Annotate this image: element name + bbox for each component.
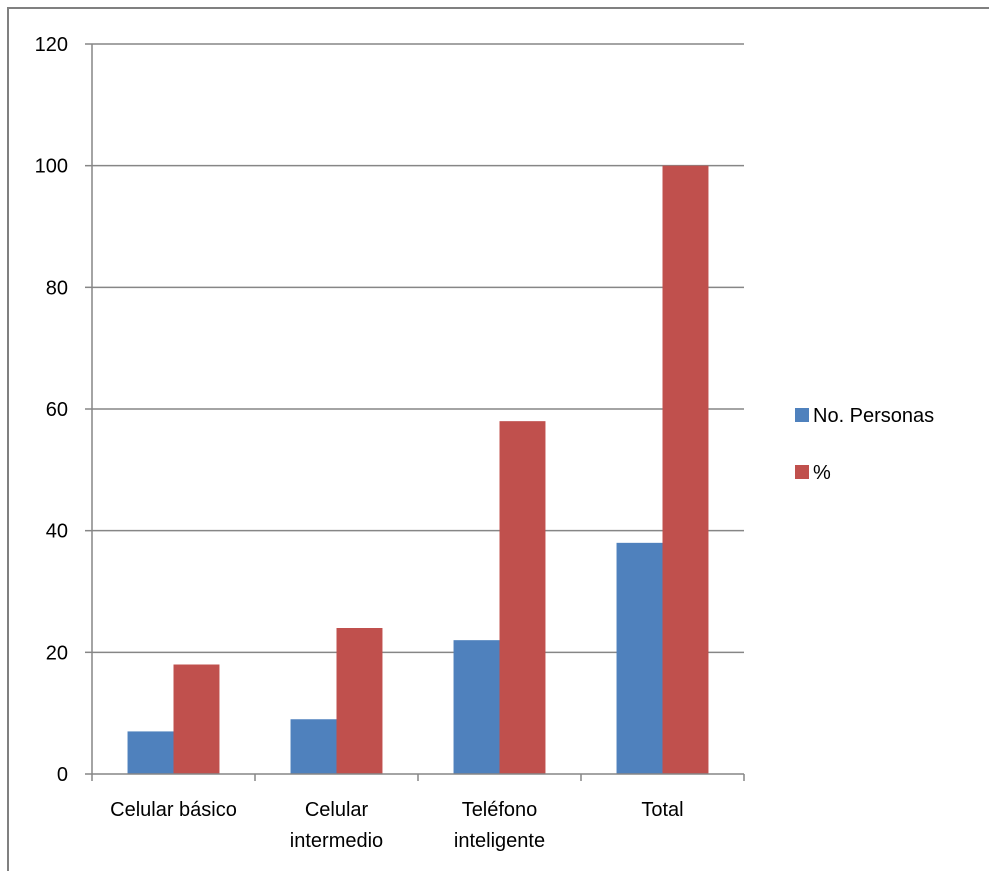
bar-percent [662, 165, 709, 774]
legend-label: % [813, 462, 831, 484]
x-category-label: inteligente [454, 830, 545, 852]
y-tick-label: 40 [46, 521, 68, 543]
bar-percent [499, 421, 546, 774]
y-tick-label: 20 [46, 642, 68, 664]
axes [85, 43, 745, 781]
legend-swatch [795, 465, 809, 479]
legend-swatch [795, 408, 809, 422]
bar-percent [173, 664, 220, 774]
bar-percent [336, 628, 383, 774]
y-tick-label: 80 [46, 277, 68, 299]
bar-no-personas [127, 731, 174, 774]
y-tick-labels: 0 20 40 60 80 100 120 [35, 34, 68, 786]
x-category-label: intermedio [290, 830, 383, 852]
x-category-label: Teléfono [462, 799, 538, 821]
y-tick-label: 60 [46, 399, 68, 421]
legend-label: No. Personas [813, 405, 934, 427]
x-category-label: Celular [305, 799, 369, 821]
x-category-label: Total [641, 799, 683, 821]
y-tick-label: 120 [35, 34, 68, 56]
bar-no-personas [453, 640, 500, 774]
bar-no-personas [616, 542, 663, 774]
y-tick-label: 0 [57, 764, 68, 786]
x-category-label: Celular básico [110, 799, 237, 821]
y-tick-label: 100 [35, 156, 68, 178]
legend: No. Personas% [795, 405, 934, 484]
bars [127, 165, 709, 774]
bar-no-personas [290, 719, 337, 774]
x-tick-labels: Celular básico Celular intermedio Teléfono i… [110, 799, 683, 852]
